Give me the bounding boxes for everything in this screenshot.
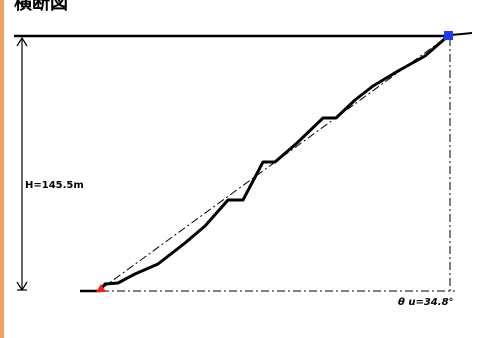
bottom-point-marker <box>96 284 106 292</box>
height-label: H=145.5m <box>25 180 84 191</box>
terrain-profile <box>99 34 450 291</box>
accent-bar <box>0 0 4 338</box>
diagram-title: 横断図 <box>14 0 68 14</box>
top-point-marker <box>444 31 453 40</box>
top-line-right-stub <box>449 32 473 36</box>
height-arrow-top <box>16 36 28 47</box>
angle-label: θ u=34.8° <box>398 297 454 308</box>
